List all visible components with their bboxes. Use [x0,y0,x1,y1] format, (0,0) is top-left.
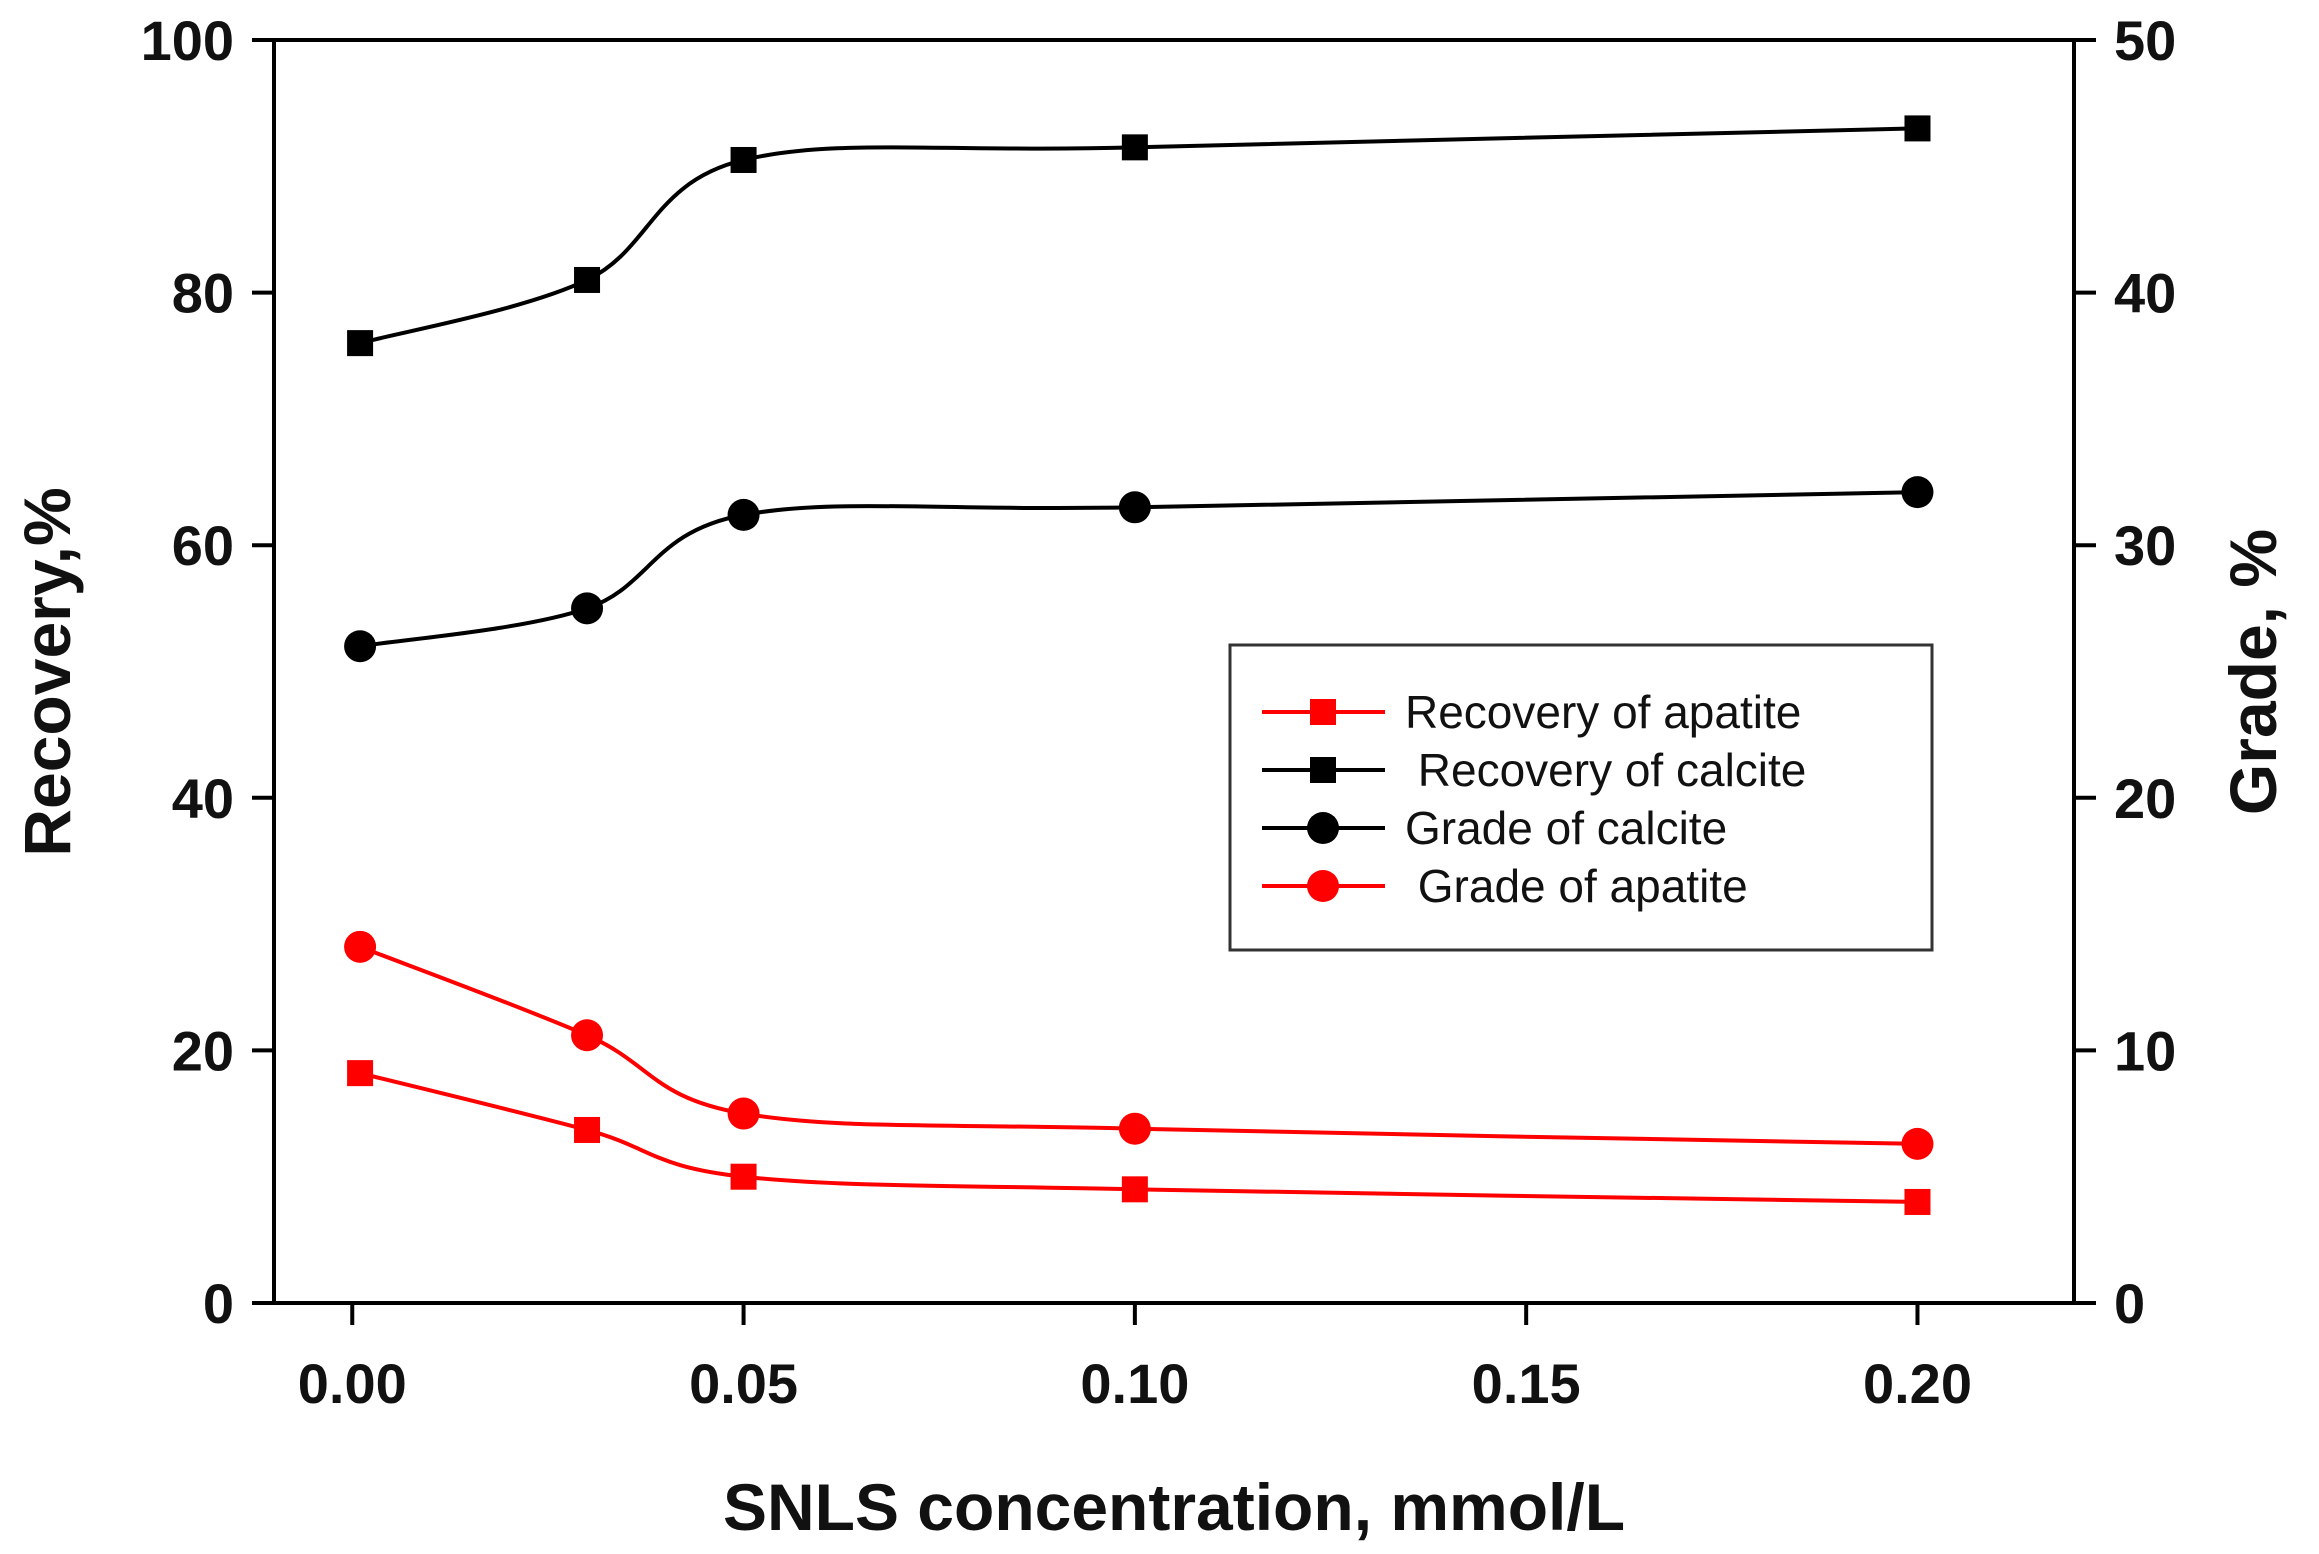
y-tick-label: 0 [203,1272,234,1335]
data-point [1901,476,1934,509]
data-point [347,1060,374,1087]
data-point [1121,1176,1148,1203]
x-tick-label: 0.20 [1863,1352,1972,1415]
data-point [344,930,377,963]
data-point [730,1163,757,1190]
series-line [359,490,1918,649]
legend-marker [1310,757,1336,783]
data-point [730,146,757,173]
y-tick-label: 60 [172,514,234,577]
legend-marker [1307,870,1339,902]
x-tick-label: 0.05 [689,1352,798,1415]
data-point [727,1097,760,1130]
data-point [1904,1188,1931,1215]
y2-tick-label: 0 [2114,1272,2145,1335]
y-axis-title: Recovery,% [10,487,84,856]
legend-marker [1310,699,1336,725]
legend-label: Recovery of apatite [1405,686,1801,738]
data-point [727,498,760,531]
data-point [1904,115,1931,142]
y-tick-label: 20 [172,1019,234,1082]
y2-tick-label: 50 [2114,9,2176,72]
data-point [1118,491,1151,524]
data-point [1118,1112,1151,1145]
legend: Recovery of apatite Recovery of calcite G… [1228,643,1934,952]
x-tick-label: 0.00 [298,1352,407,1415]
x-tick-label: 0.10 [1080,1352,1189,1415]
y2-tick-label: 40 [2114,262,2176,325]
series-1 [347,1060,1931,1215]
legend-marker [1307,812,1339,844]
legend-label: Grade of calcite [1405,802,1727,854]
legend-box [1228,643,1934,952]
data-point [347,330,374,357]
y2-tick-label: 10 [2114,1019,2176,1082]
legend-label: Recovery of calcite [1405,744,1806,796]
data-point [1121,134,1148,161]
data-point [574,1116,601,1143]
data-point [571,592,604,625]
legend-label: Grade of apatite [1405,860,1748,912]
y-tick-label: 40 [172,767,234,830]
y-tick-label: 100 [141,9,234,72]
series-layer [344,115,1934,1215]
series-3 [344,476,1934,663]
x-tick-label: 0.15 [1472,1352,1581,1415]
y2-tick-label: 30 [2114,514,2176,577]
ticks-layer: 0.00 0.05 0.10 0.15 0.20 0 20 40 60 80 100 0 10 20 30 4… [141,9,2177,1415]
y2-axis-title: Grade, % [2216,529,2290,815]
data-point [571,1019,604,1052]
series-line [359,126,1918,346]
plot-frame [272,38,2076,1305]
series-line [359,1071,1918,1204]
data-point [574,266,601,293]
data-point [1901,1127,1934,1160]
y-tick-label: 80 [172,262,234,325]
series-line [359,944,1918,1146]
series-2 [347,115,1931,357]
x-axis-title: SNLS concentration, mmol/L [723,1470,1625,1544]
series-4 [344,930,1934,1160]
y2-tick-label: 20 [2114,767,2176,830]
data-point [344,630,377,663]
